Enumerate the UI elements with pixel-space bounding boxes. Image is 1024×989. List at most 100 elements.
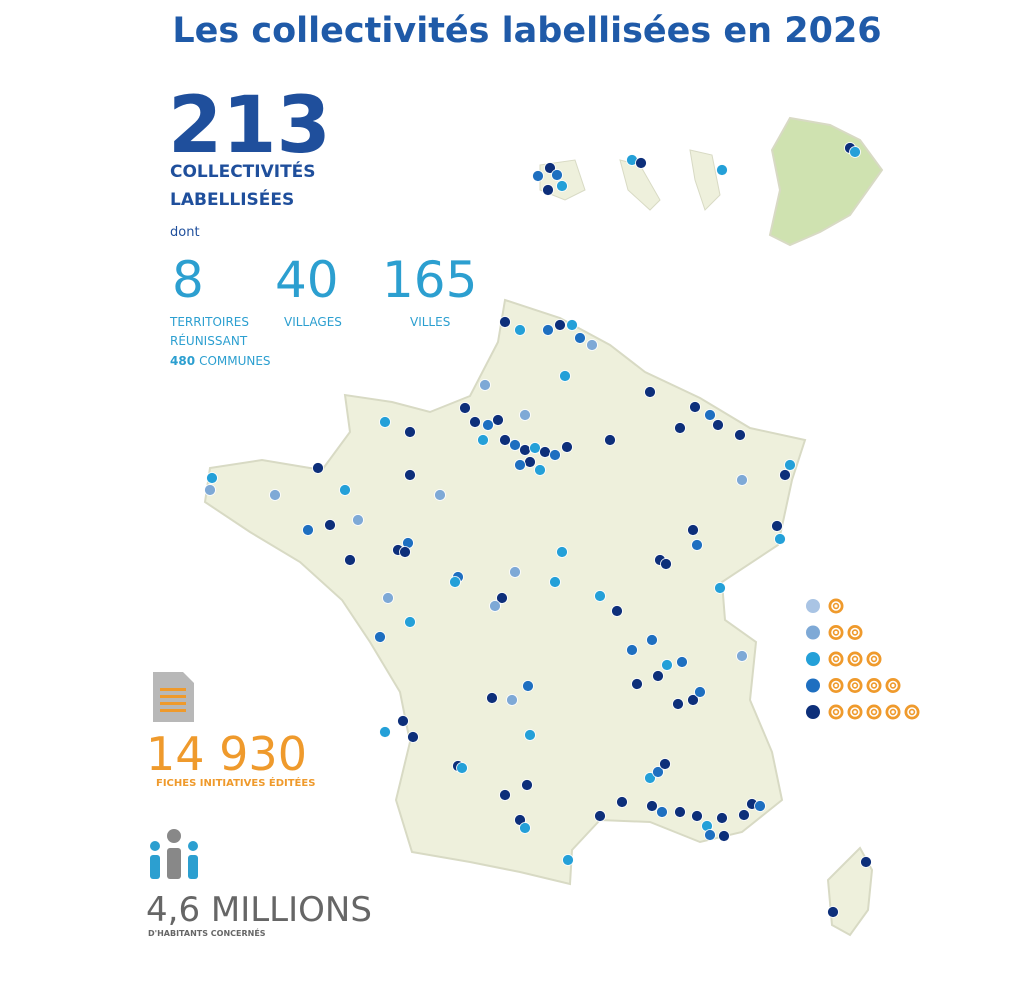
collectivity-dot: [542, 184, 554, 196]
collectivity-dot: [674, 422, 686, 434]
collectivity-dot: [635, 157, 647, 169]
collectivity-dot: [566, 319, 578, 331]
breakdown-label: RÉUNISSANT: [170, 333, 248, 348]
collectivity-dot: [399, 546, 411, 558]
collectivity-dot: [434, 489, 446, 501]
collectivity-dot: [499, 316, 511, 328]
level-icon-inner: [850, 707, 860, 717]
habitants-label: D'HABITANTS CONCERNÉS: [148, 927, 266, 938]
level-icon-core: [834, 657, 838, 661]
level-icon-core: [853, 683, 857, 688]
collectivity-dot: [676, 656, 688, 668]
collectivity-dot: [492, 414, 504, 426]
collectivity-dot: [626, 644, 638, 656]
collectivity-dot: [542, 324, 554, 336]
collectivity-dot: [324, 519, 336, 531]
level-icon-inner: [831, 680, 841, 691]
collectivity-dot: [521, 779, 533, 791]
level-icon-inner: [831, 707, 841, 717]
level-icon-core: [834, 604, 838, 608]
collectivity-dot: [594, 810, 606, 822]
map: [203, 116, 884, 937]
collectivity-dot: [379, 416, 391, 428]
document-icon: [153, 672, 194, 722]
collectivity-dot: [754, 800, 766, 812]
collectivity-dot: [544, 162, 556, 174]
collectivity-dot: [784, 459, 796, 471]
collectivity-dot: [449, 576, 461, 588]
total-label: COLLECTIVITÉS: [170, 160, 316, 182]
collectivity-dot: [656, 806, 668, 818]
collectivity-dot: [524, 729, 536, 741]
collectivity-dot: [687, 694, 699, 706]
collectivity-dot: [554, 319, 566, 331]
collectivity-dot: [716, 164, 728, 176]
total-label: LABELLISÉES: [170, 188, 294, 210]
collectivity-dot: [646, 800, 658, 812]
level-icon-core: [891, 710, 895, 714]
collectivity-dot: [344, 554, 356, 566]
collectivity-dot: [479, 379, 491, 391]
france-outline: [203, 298, 807, 886]
collectivity-dot: [529, 442, 541, 454]
collectivity-dot: [674, 806, 686, 818]
collectivity-dot: [522, 680, 534, 692]
level-icon-inner: [869, 680, 879, 691]
collectivity-dot: [509, 439, 521, 451]
breakdown-label: TERRITOIRES: [169, 315, 249, 329]
collectivity-dot: [532, 170, 544, 182]
level-icon-inner: [831, 654, 841, 664]
collectivity-dot: [459, 402, 471, 414]
collectivity-dot: [374, 631, 386, 643]
level-icon-inner: [888, 680, 898, 691]
collectivity-dot: [771, 520, 783, 532]
legend-dot: [806, 652, 820, 666]
collectivity-dot: [562, 854, 574, 866]
level-icon-inner: [869, 707, 879, 717]
collectivity-dot: [561, 441, 573, 453]
collectivity-dot: [827, 906, 839, 918]
collectivity-dot: [691, 810, 703, 822]
level-icon-core: [834, 683, 838, 688]
collectivity-dot: [269, 489, 281, 501]
collectivity-dot: [486, 692, 498, 704]
communes-number: 480: [170, 354, 195, 368]
collectivity-dot: [659, 758, 671, 770]
collectivity-dot: [514, 324, 526, 336]
level-icon-core: [872, 657, 876, 661]
collectivity-dot: [718, 830, 730, 842]
collectivity-dot: [506, 694, 518, 706]
breakdown-label: VILLAGES: [284, 315, 342, 329]
collectivity-dot: [404, 469, 416, 481]
level-icon-core: [872, 683, 876, 688]
title: Les collectivités labellisées en 2026: [172, 11, 881, 51]
collectivity-dot: [849, 146, 861, 158]
collectivity-dot: [404, 616, 416, 628]
collectivity-dot: [519, 822, 531, 834]
collectivity-dot: [646, 634, 658, 646]
collectivity-dot: [691, 539, 703, 551]
collectivity-dot: [694, 686, 706, 698]
level-icon-inner: [831, 601, 841, 611]
level-icon-inner: [907, 707, 917, 717]
collectivity-dot: [860, 856, 872, 868]
collectivity-dot: [404, 426, 416, 438]
collectivity-dot: [312, 462, 324, 474]
island: [689, 149, 721, 211]
collectivity-dot: [734, 429, 746, 441]
level-icon-core: [891, 683, 895, 688]
guyane: [768, 116, 884, 247]
corsica: [826, 846, 874, 937]
breakdown-number: 165: [382, 251, 477, 309]
collectivity-dot: [652, 766, 664, 778]
legend-dot: [806, 599, 820, 613]
collectivity-dot: [556, 546, 568, 558]
collectivity-dot: [519, 409, 531, 421]
collectivity-dot: [477, 434, 489, 446]
collectivity-dot: [204, 484, 216, 496]
collectivity-dot: [519, 444, 531, 456]
collectivity-dot: [604, 434, 616, 446]
collectivity-dot: [652, 670, 664, 682]
collectivity-dot: [509, 566, 521, 578]
